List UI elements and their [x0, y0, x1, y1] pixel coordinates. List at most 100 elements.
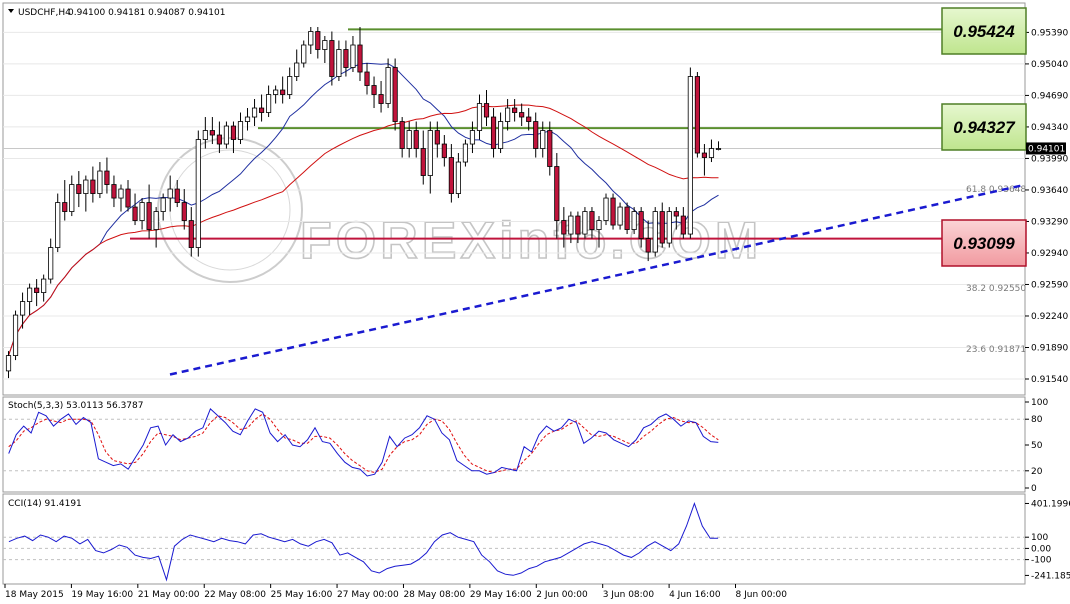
candle-body [469, 130, 476, 145]
candle-body [603, 197, 609, 221]
candle-body [434, 130, 440, 145]
time-tick-label: 22 May 08:00 [204, 590, 266, 600]
candle-body [568, 215, 574, 235]
price-tick-label: 0.92240 [1031, 312, 1068, 322]
candle-body [216, 134, 222, 145]
candle-body [62, 202, 68, 212]
candle-body [315, 31, 321, 50]
collapse-arrow-icon[interactable] [8, 9, 14, 13]
candle-body [188, 220, 194, 248]
current-price-text: 0.94101 [1028, 144, 1065, 154]
candle-body [694, 76, 700, 154]
candle-body [111, 184, 117, 199]
stochastic-lines: 100 80 50 20 0 [3, 398, 1048, 494]
candle-body [462, 143, 469, 163]
candle-body [399, 121, 405, 149]
stoch-tick-label: 20 [1031, 467, 1043, 477]
candle-body [420, 148, 426, 176]
candle-body [287, 76, 293, 95]
price-tick-label: 0.93990 [1031, 154, 1068, 164]
candle-body [638, 211, 644, 239]
candle-body [258, 107, 265, 113]
candle-body [413, 130, 419, 149]
price-tick-label: 0.94690 [1031, 91, 1068, 101]
level-label-93099: 0.93099 [953, 234, 1015, 253]
candle-body [90, 179, 96, 194]
price-tick-label: 0.93290 [1031, 217, 1068, 227]
candle-body [266, 94, 272, 113]
candle-body [132, 206, 138, 221]
candle-body [547, 130, 553, 167]
candle-body [55, 202, 61, 248]
candle-body [617, 206, 623, 226]
candle-body [251, 107, 258, 118]
candle-body [336, 49, 342, 77]
time-tick-label: 21 May 00:00 [138, 590, 200, 600]
candle-body [519, 112, 525, 118]
candles [5, 27, 722, 379]
time-tick-label: 19 May 16:00 [71, 590, 133, 600]
candle-body [19, 301, 26, 316]
price-tick-label: 0.92590 [1031, 280, 1068, 290]
price-tick-label: 0.92940 [1031, 249, 1068, 259]
candle-body [27, 287, 33, 302]
candle-body [76, 184, 82, 194]
price-axis: 0.95390 0.95040 0.94690 0.94340 0.93990 0.936… [1025, 28, 1068, 385]
price-tick-label: 0.94340 [1031, 123, 1068, 133]
candle-body [357, 44, 363, 73]
candle-body [202, 130, 208, 140]
candle-body [505, 107, 511, 122]
stoch-signal-line [8, 413, 719, 474]
candle-body [490, 116, 497, 149]
cci-panel [2, 493, 1026, 585]
price-tick-label: 0.95390 [1031, 28, 1068, 38]
candle-body [631, 211, 637, 230]
candle-body [12, 314, 19, 356]
candle-body [343, 49, 349, 68]
candle-body [364, 71, 370, 86]
price-panel [2, 2, 1026, 396]
cci-tick-label: 401.1996 [1031, 499, 1070, 509]
cci-tick-label: -241.1854 [1031, 571, 1070, 581]
candle-body [378, 94, 384, 104]
candle-body [476, 103, 483, 131]
candle-body [687, 76, 693, 235]
time-tick-label: 8 Jun 00:00 [736, 590, 788, 600]
time-tick-label: 28 May 08:00 [403, 590, 465, 600]
time-tick-label: 25 May 16:00 [271, 590, 333, 600]
candle-body [645, 238, 651, 253]
price-tick-label: 0.95040 [1031, 60, 1068, 70]
candle-body [104, 170, 110, 185]
level-box-94327: 0.94327 [941, 103, 1027, 151]
candle-body [294, 62, 300, 77]
candle-body [97, 170, 103, 194]
price-tick-label: 0.91890 [1031, 343, 1068, 353]
candle-body [455, 161, 461, 194]
candle-body [708, 148, 715, 158]
time-axis: 18 May 2015 19 May 16:00 21 May 00:00 22 Ma… [4, 584, 788, 600]
candle-body [181, 202, 187, 221]
candle-body [230, 125, 237, 140]
stoch-main-line [8, 408, 719, 477]
candle-body [406, 130, 412, 149]
stoch-tick-label: 50 [1031, 441, 1043, 451]
candle-body [624, 206, 630, 230]
candle-body [652, 211, 658, 253]
candle-body [497, 121, 504, 149]
candle-body [146, 202, 152, 230]
candle-body [153, 211, 159, 230]
candle-body [610, 197, 616, 226]
fib-label: 23.6 0.91871 [966, 345, 1026, 355]
stoch-tick-label: 0 [1031, 484, 1037, 494]
level-box-93099: 0.93099 [941, 219, 1027, 267]
candle-body [715, 148, 722, 150]
cci-tick-label: 100 [1031, 533, 1048, 543]
stoch-tick-label: 80 [1031, 415, 1043, 425]
candle-body [392, 67, 398, 122]
level-label-95424: 0.95424 [953, 22, 1015, 41]
fib-label: 38.2 0.92550 [966, 284, 1026, 294]
time-tick-label: 3 Jun 08:00 [603, 590, 655, 600]
candle-body [244, 116, 251, 122]
